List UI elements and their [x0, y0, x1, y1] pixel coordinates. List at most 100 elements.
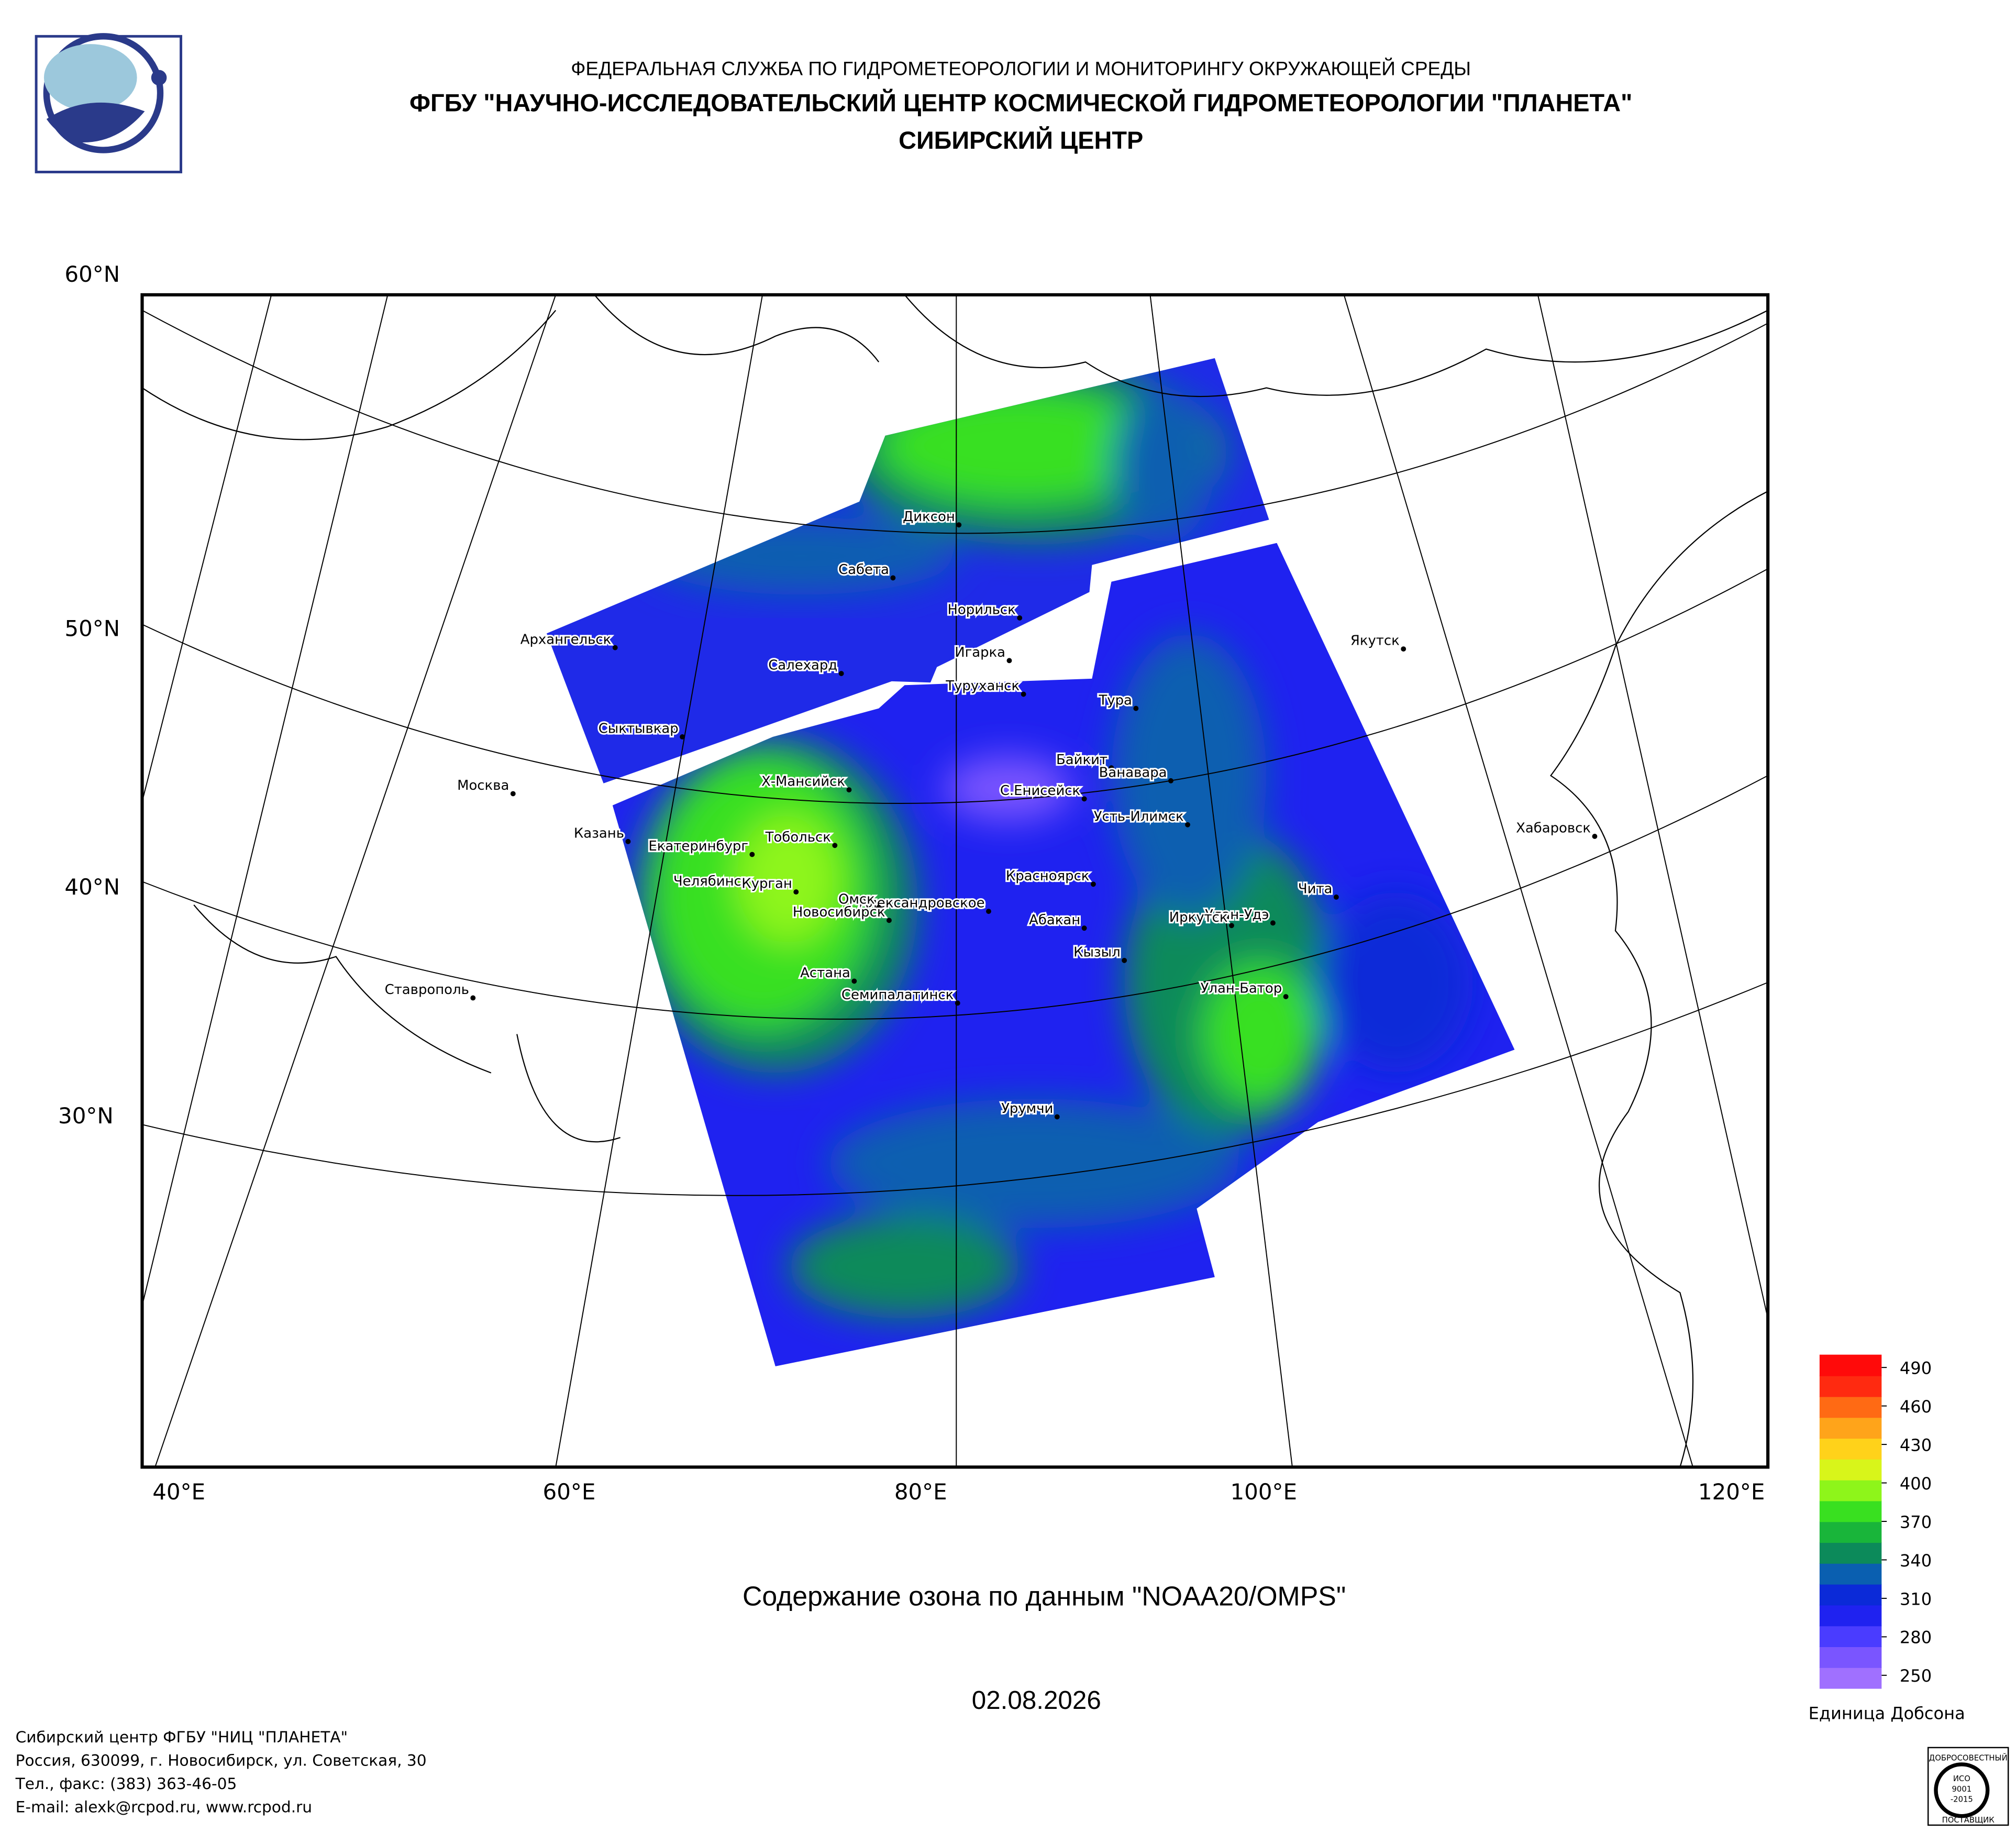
colorbar-segment: [1819, 1625, 1882, 1648]
colorbar-tick-label: 310: [1900, 1589, 1932, 1609]
colorbar-tick-label: 400: [1900, 1474, 1932, 1494]
header-line: СИБИРСКИЙ ЦЕНТР: [899, 127, 1143, 154]
grid-labels: 60°N 50°N 40°N 30°N 40°E 60°E 80°E 100°E 120°E: [58, 261, 1765, 1505]
lon-label: 120°E: [1698, 1479, 1765, 1505]
city-label: Тура: [1098, 692, 1132, 708]
city-label: С.Енисейск: [1000, 783, 1080, 799]
stamp-text: ПОСТАВЩИК: [1942, 1816, 1995, 1825]
city-dot: [1133, 705, 1139, 711]
city-label: Туруханск: [945, 678, 1020, 694]
colorbar-segment: [1819, 1584, 1882, 1606]
colorbar-segment: [1819, 1500, 1882, 1522]
stamp-text: 9001: [1952, 1785, 1972, 1794]
lat-label: 30°N: [58, 1103, 114, 1129]
colorbar-segment: [1819, 1417, 1882, 1439]
lat-label: 60°N: [64, 261, 120, 287]
colorbar-tick-label: 250: [1900, 1666, 1932, 1686]
city-dot: [470, 995, 476, 1001]
city-label: Челябинск: [673, 874, 749, 889]
city-dot: [846, 787, 852, 793]
city-label: Архангельск: [520, 632, 612, 647]
colorbar-tick-label: 370: [1900, 1512, 1932, 1532]
stamp-text: -2015: [1951, 1795, 1973, 1804]
colorbar-segment: [1819, 1563, 1882, 1585]
city-label: Казань: [574, 825, 624, 841]
city-label: Новосибирск: [793, 904, 885, 920]
city-label: Ванавара: [1099, 765, 1167, 780]
lon-label: 80°E: [894, 1479, 947, 1505]
city-label: Улан-Удэ: [1205, 907, 1269, 923]
city-dot: [1090, 881, 1096, 887]
city-label: Хабаровск: [1516, 821, 1591, 836]
footer: Сибирский центр ФГБУ "НИЦ "ПЛАНЕТА" Росси…: [15, 1728, 427, 1816]
colorbar-tick-label: 340: [1900, 1551, 1932, 1571]
city-dot: [1054, 1114, 1060, 1120]
city-dot: [1283, 994, 1289, 999]
city-label: Екатеринбург: [648, 838, 748, 854]
cities: Диксон Сабета Норильск Архангельск Салехард И…: [383, 507, 1598, 1120]
city-label: Сыктывкар: [599, 721, 679, 737]
city-label: Москва: [457, 778, 509, 793]
logo: [35, 33, 182, 173]
city-label: Абакан: [1029, 912, 1080, 928]
city-label: Якутск: [1350, 633, 1400, 649]
city-label: Х-Мансийск: [761, 774, 845, 790]
city-dot: [838, 671, 844, 676]
colorbar-segment: [1819, 1667, 1882, 1689]
city-dot: [749, 852, 755, 857]
city-label: Салехард: [768, 658, 837, 673]
city-label: Ставрополь: [385, 982, 469, 998]
city-label: Байкит: [1056, 752, 1107, 768]
colorbar-segment: [1819, 1646, 1882, 1668]
city-dot: [876, 904, 882, 910]
city-dot: [1122, 957, 1127, 963]
graticule: [142, 294, 1768, 1467]
city-dot: [1109, 765, 1114, 771]
colorbar-unit: Единица Добсона: [1809, 1704, 1965, 1724]
city-dot: [680, 734, 685, 739]
title: Содержание озона по данным "NOAA20/OMPS": [743, 1581, 1346, 1611]
city-dot: [1229, 923, 1234, 929]
lat-label: 50°N: [64, 615, 120, 641]
colorbar-segment: [1819, 1521, 1882, 1543]
colorbar-tick-label: 430: [1900, 1435, 1932, 1455]
city-label: Тобольск: [765, 830, 831, 845]
colorbar-segment: [1819, 1438, 1882, 1460]
map-frame: [140, 293, 1770, 1469]
city-dot: [1081, 925, 1087, 931]
city-dot: [1006, 658, 1012, 664]
city-label: Чита: [1298, 881, 1333, 897]
colorbar-segment: [1819, 1605, 1882, 1627]
city-label: Кызыл: [1073, 945, 1121, 960]
city-label: Норильск: [947, 602, 1015, 618]
city-dot: [1081, 796, 1087, 802]
city-label: Курган: [741, 876, 792, 892]
header: ФЕДЕРАЛЬНАЯ СЛУЖБА ПО ГИДРОМЕТЕОРОЛОГИИ …: [409, 57, 1632, 154]
city-label: Диксон: [903, 509, 955, 525]
city-dot: [956, 522, 962, 528]
date: 02.08.2026: [972, 1686, 1101, 1715]
city-dot: [1333, 895, 1339, 900]
footer-line: Тел., факс: (383) 363-46-05: [15, 1775, 237, 1793]
city-dot: [1401, 646, 1406, 652]
colorbar-segment: [1819, 1542, 1882, 1564]
colorbar-segment: [1819, 1459, 1882, 1481]
city-dot: [887, 918, 892, 923]
city-label: Урумчи: [1001, 1101, 1053, 1117]
colorbar-tick-label: 460: [1900, 1397, 1932, 1417]
city-label: Омск: [838, 891, 875, 907]
city-label: Улан-Батор: [1201, 981, 1282, 997]
city-label: Иркутск: [1169, 910, 1228, 925]
city-dot: [612, 645, 618, 650]
iso-stamp: ДОБРОСОВЕСТНЫЙ ИСО 9001-2015 ПОСТАВЩИК: [1927, 1747, 2009, 1826]
city-label: Александровское: [859, 896, 984, 911]
footer-line: E-mail: alexk@rcpod.ru, www.rcpod.ru: [16, 1798, 312, 1816]
lon-label: 100°E: [1230, 1479, 1297, 1505]
city-dot: [986, 909, 991, 914]
city-label: Семипалатинск: [841, 987, 954, 1003]
city-label: Красноярск: [1006, 868, 1090, 884]
city-dot: [1168, 778, 1173, 783]
colorbar-tick-label: 280: [1900, 1628, 1932, 1648]
colorbar-segment: [1819, 1375, 1882, 1397]
